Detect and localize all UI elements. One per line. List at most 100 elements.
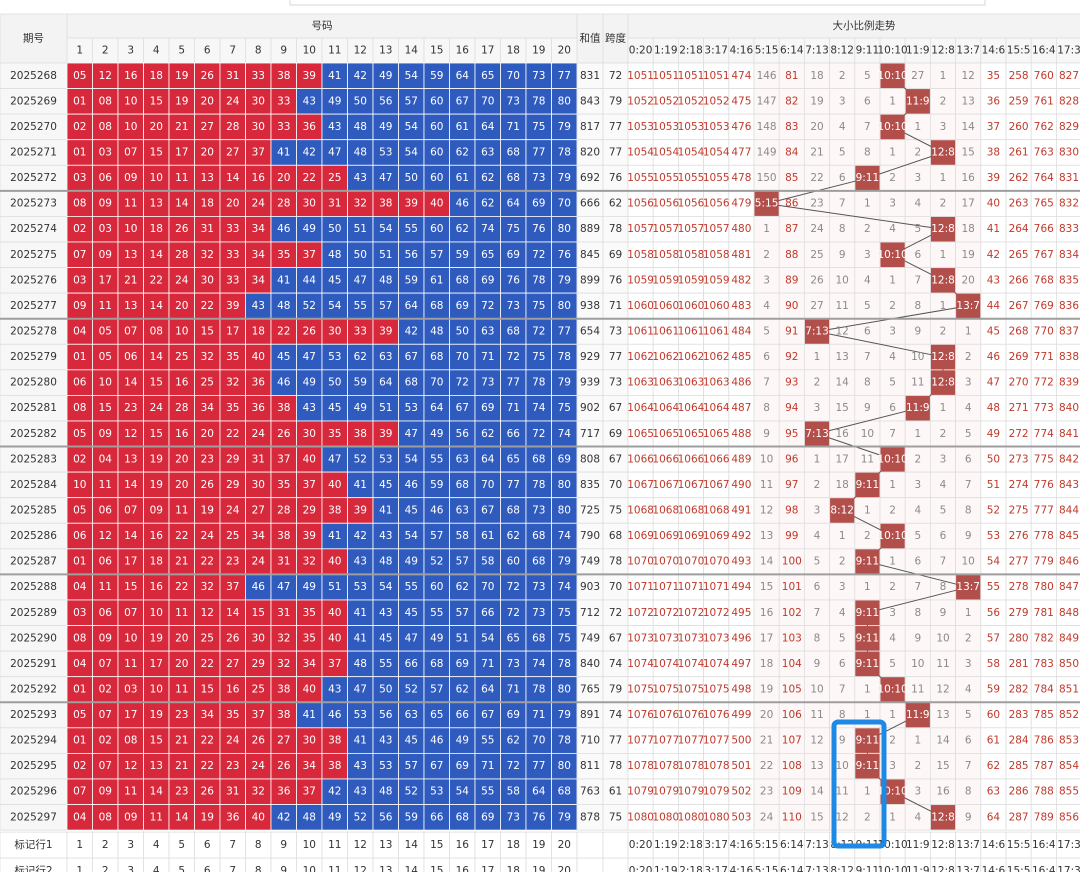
cell [270, 88, 297, 115]
miss-count: 760 [1034, 70, 1054, 82]
miss-count: 6 [864, 325, 871, 337]
ball-number: 53 [379, 146, 392, 158]
ball-number: 01 [73, 735, 86, 747]
cell [551, 216, 578, 243]
miss-count: 20 [962, 274, 975, 286]
cell [168, 369, 195, 396]
ball-number: 50 [328, 377, 341, 389]
cell [602, 369, 629, 396]
cell [0, 471, 68, 499]
issue: 2025271 [10, 146, 57, 158]
ball-number: 30 [328, 325, 341, 337]
miss-count: 1065 [703, 428, 730, 440]
ball-number: 68 [456, 479, 469, 491]
cell [398, 369, 425, 396]
column-header: 10:10 [877, 45, 907, 57]
ball-number: 42 [328, 786, 341, 798]
cell [930, 190, 957, 217]
ball-number: 41 [277, 274, 290, 286]
cell [804, 369, 831, 396]
cell [551, 369, 578, 396]
ball-number: 73 [532, 70, 545, 82]
ball-number: 13 [150, 760, 163, 772]
column-header: 4 [153, 45, 160, 57]
span: 74 [609, 658, 623, 670]
miss-count: 3 [914, 172, 921, 184]
cell [778, 369, 805, 396]
cell [525, 62, 552, 89]
sum: 902 [580, 402, 600, 414]
ball-number: 69 [481, 811, 494, 823]
column-header: 6 [204, 45, 211, 57]
ball-number: 24 [175, 274, 189, 286]
miss-count: 9 [814, 658, 821, 670]
cell [551, 88, 578, 115]
cell [980, 395, 1007, 422]
miss-count: 1 [940, 172, 947, 184]
miss-count: 92 [785, 351, 798, 363]
cell [321, 343, 348, 371]
ball-number: 73 [532, 504, 545, 516]
ball-number: 59 [456, 249, 469, 261]
miss-count: 9 [763, 428, 770, 440]
miss-count: 1 [965, 325, 972, 337]
ball-number: 45 [405, 607, 418, 619]
miss-count: 262 [1009, 172, 1029, 184]
ball-number: 32 [201, 351, 214, 363]
ball-number: 05 [73, 428, 86, 440]
cell [930, 420, 957, 447]
ball-number: 64 [430, 402, 444, 414]
ball-number: 31 [328, 198, 341, 210]
ball-number: 15 [150, 146, 163, 158]
cell [955, 216, 982, 243]
miss-count: 1077 [652, 735, 679, 747]
cell [321, 37, 348, 64]
ball-number: 30 [252, 95, 265, 107]
cell [980, 37, 1007, 64]
ball-number: 53 [430, 786, 443, 798]
cell [854, 113, 881, 141]
column-header: 9 [280, 45, 287, 57]
ball-number: 36 [252, 377, 266, 389]
ball-number: 25 [328, 172, 341, 184]
cell [372, 216, 399, 243]
miss-count: 4 [889, 223, 896, 235]
miss-count: 281 [1009, 658, 1029, 670]
miss-count: 5 [940, 504, 947, 516]
cell [449, 216, 476, 243]
ball-number: 54 [405, 530, 419, 542]
cell [904, 343, 931, 371]
miss-count: 99 [785, 530, 798, 542]
ball-number: 47 [354, 683, 367, 695]
cell [219, 164, 246, 192]
cell [602, 857, 629, 872]
ball-number: 46 [456, 198, 470, 210]
miss-count: 11 [861, 453, 874, 465]
footer-number: 17 [481, 839, 494, 851]
miss-count: 10 [936, 632, 949, 644]
ball-number: 08 [99, 95, 112, 107]
miss-count: 1074 [652, 658, 679, 670]
ball-number: 22 [201, 760, 214, 772]
ball-number: 42 [354, 70, 367, 82]
ball-number: 52 [405, 786, 418, 798]
ball-number: 65 [507, 453, 520, 465]
miss-count: 1055 [703, 172, 730, 184]
miss-count: 7 [940, 556, 947, 568]
ball-number: 79 [558, 172, 571, 184]
ball-number: 62 [481, 198, 494, 210]
cell [854, 139, 881, 166]
ball-number: 60 [430, 223, 443, 235]
ball-number: 49 [430, 428, 443, 440]
ball-number: 03 [124, 683, 137, 695]
miss-count: 23 [760, 786, 773, 798]
cell [1005, 164, 1032, 192]
ball-number: 60 [430, 121, 443, 133]
cell [930, 113, 957, 141]
ball-number: 69 [481, 274, 494, 286]
ball-number: 18 [150, 556, 163, 568]
ball-number: 26 [277, 760, 291, 772]
sum: 929 [580, 351, 600, 363]
footer-trend: 9:11 [856, 865, 880, 872]
cell [602, 241, 629, 268]
